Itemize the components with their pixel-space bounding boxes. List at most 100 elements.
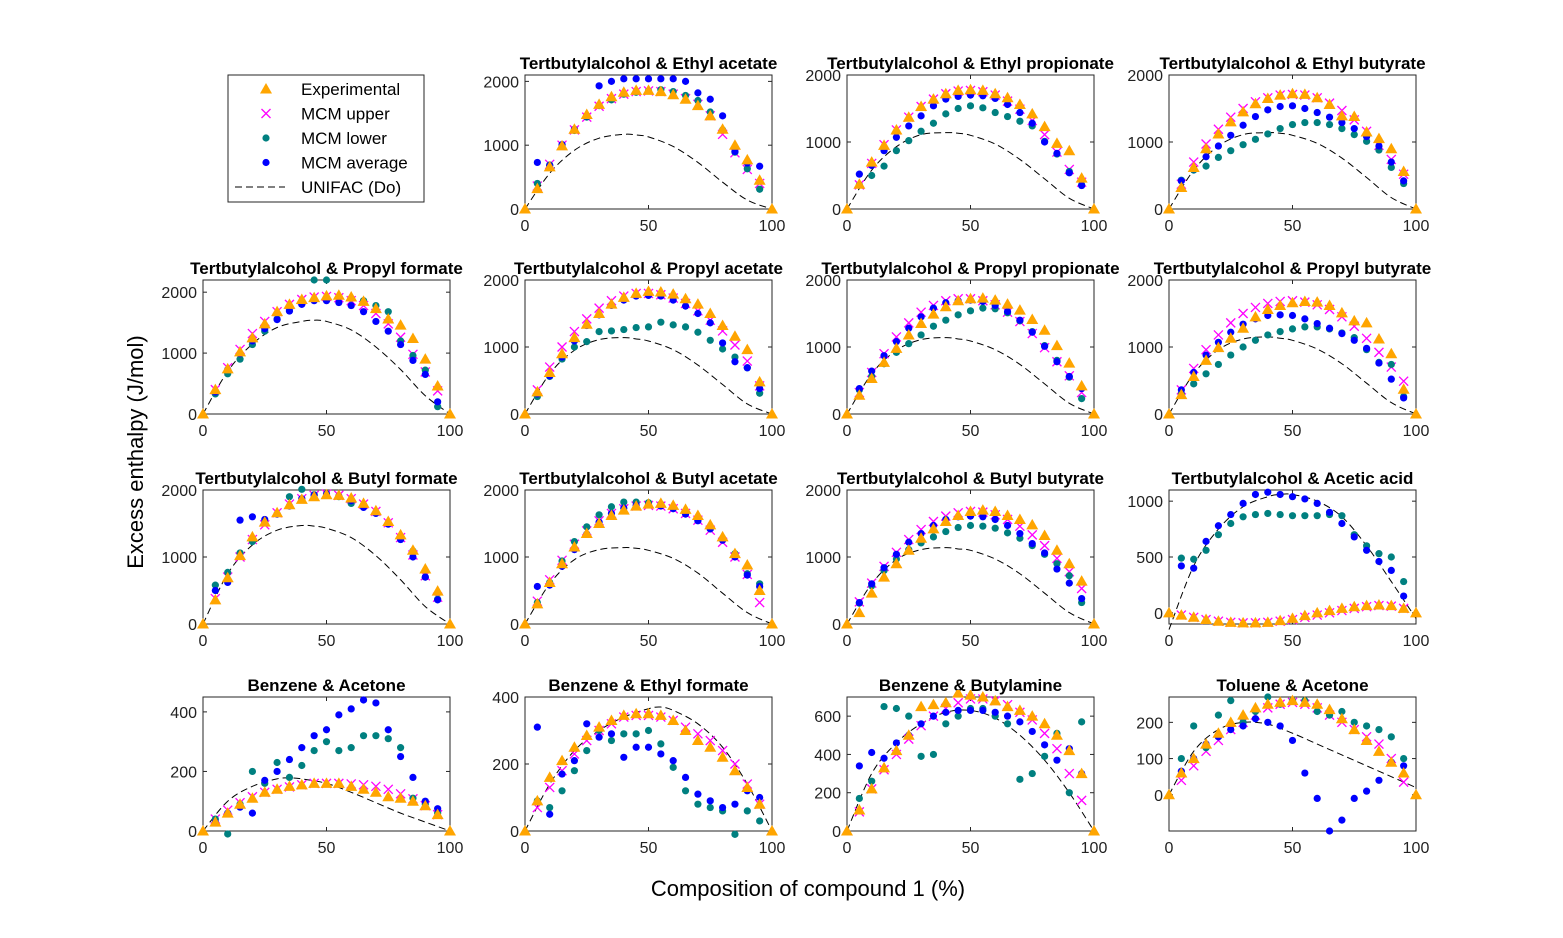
mcm-average-point [397, 340, 405, 349]
mcm-lower-point [1239, 141, 1247, 149]
experimental-point [580, 729, 593, 741]
experimental-point [197, 618, 209, 629]
experimental-point [1224, 332, 1237, 343]
mcm-upper-point [1201, 344, 1212, 355]
y-tick-label: 1000 [1127, 340, 1163, 357]
experimental-point [197, 825, 209, 836]
mcm-average-point [669, 757, 677, 765]
mcm-lower-point [1338, 512, 1346, 520]
experimental-point [1075, 767, 1088, 779]
mcm-average-point [1400, 592, 1408, 600]
mcm-lower-point [236, 355, 244, 363]
mcm-average-point [743, 364, 751, 372]
mcm-lower-point [1202, 546, 1210, 554]
mcm-lower-point [942, 527, 950, 536]
experimental-point [543, 771, 556, 782]
experimental-point [444, 618, 456, 629]
mcm-average-point [1363, 546, 1371, 554]
mcm-lower-point [1028, 769, 1036, 778]
mcm-average-point [298, 744, 306, 752]
mcm-average-point [706, 319, 714, 327]
mcm-average-point [1288, 736, 1297, 745]
experimental-point [1397, 165, 1410, 176]
mcm-lower-point [1227, 697, 1235, 705]
unifac-do-line [524, 547, 773, 625]
mcm-lower-point [1227, 519, 1235, 528]
x-tick-label: 0 [1165, 218, 1174, 235]
mcm-lower-point [632, 730, 640, 738]
data-layer [1163, 488, 1422, 630]
mcm-upper-point [1027, 529, 1038, 540]
mcm-average-point [372, 317, 380, 326]
mcm-average-point [1363, 344, 1371, 352]
experimental-point [902, 544, 915, 555]
mcm-lower-point [905, 340, 913, 348]
experimental-point [1200, 142, 1213, 154]
mcm-average-point [868, 580, 876, 588]
unifac-do-line [202, 524, 451, 625]
y-tick-label: 200 [1136, 715, 1163, 732]
experimental-point [369, 504, 382, 516]
mcm-average-point [694, 89, 702, 97]
mcm-lower-point [880, 702, 888, 711]
mcm-lower-point [929, 533, 938, 541]
mcm-lower-point [1387, 163, 1395, 172]
mcm-lower-point [322, 738, 331, 746]
experimental-point [927, 308, 940, 319]
experimental-point [753, 174, 766, 185]
unifac-do-line [524, 133, 773, 210]
experimental-point [841, 618, 853, 629]
experimental-point [1001, 700, 1014, 712]
experimental-point [976, 84, 989, 95]
mcm-average-point [892, 133, 901, 141]
y-tick-label: 2000 [1127, 273, 1163, 290]
data-layer [841, 292, 1100, 419]
mcm-average-point [1313, 794, 1321, 803]
mcm-average-point [731, 147, 739, 156]
x-axis-label: Composition of compound 1 (%) [651, 876, 965, 901]
experimental-point [246, 792, 259, 803]
legend-triangle-icon [260, 83, 272, 94]
mcm-average-point [1065, 579, 1073, 587]
experimental-point [1410, 203, 1422, 214]
experimental-point [209, 383, 222, 395]
experimental-point [976, 292, 989, 303]
mcm-average-point [1400, 394, 1408, 402]
series-experimental [841, 504, 1100, 629]
y-tick-label: 1000 [483, 340, 519, 357]
experimental-point [964, 505, 977, 516]
mcm-lower-point [1387, 553, 1395, 561]
mcm-average-point [942, 708, 950, 716]
experimental-point [543, 366, 556, 377]
experimental-point [853, 389, 866, 400]
mcm-lower-point [991, 108, 999, 117]
experimental-point [976, 504, 989, 515]
mcm-average-point [1016, 529, 1024, 538]
mcm-average-point [607, 77, 616, 85]
mcm-average-point [1301, 769, 1309, 777]
experimental-point [1249, 616, 1262, 628]
mcm-lower-point [285, 773, 294, 782]
mcm-lower-point [595, 511, 603, 519]
experimental-point [1410, 606, 1422, 618]
mcm-average-point [1053, 149, 1061, 157]
mcm-lower-point [892, 704, 901, 713]
mcm-average-point [719, 339, 727, 347]
y-tick-label: 1000 [161, 550, 197, 567]
mcm-lower-point [1325, 120, 1334, 129]
mcm-lower-point [954, 104, 962, 113]
mcm-average-point [681, 77, 690, 85]
experimental-point [728, 764, 741, 776]
mcm-average-point [855, 384, 863, 393]
x-tick-label: 100 [437, 633, 464, 650]
plot-area [524, 74, 773, 210]
x-tick-label: 50 [1284, 218, 1302, 235]
experimental-point [766, 408, 778, 419]
experimental-point [1249, 701, 1262, 713]
experimental-point [1075, 379, 1088, 391]
experimental-point [1187, 161, 1200, 172]
